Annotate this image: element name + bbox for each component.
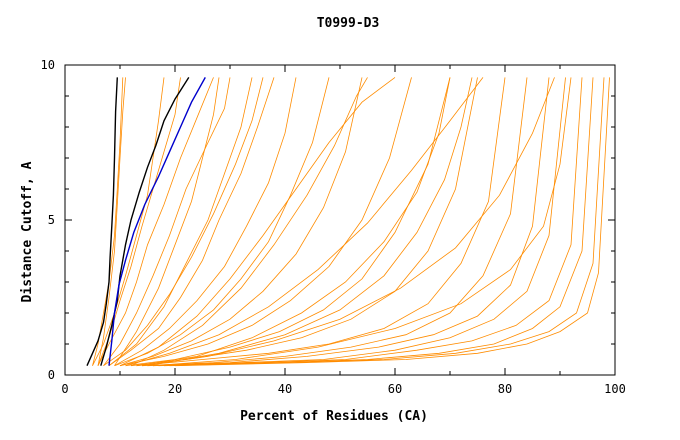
series-line-model-1 <box>92 77 124 366</box>
series-line-model-15 <box>136 77 506 367</box>
series-line-model-25 <box>147 77 473 367</box>
series-line-model-19 <box>158 77 583 367</box>
series-line-model-13 <box>125 77 451 367</box>
series-line-model-24 <box>108 77 253 367</box>
series-line-model-29 <box>119 77 396 367</box>
series-line-model-22 <box>174 77 610 367</box>
series-line-model-9 <box>114 77 297 367</box>
x-tick-label-80: 80 <box>498 382 512 396</box>
chart-title: T0999-D3 <box>317 16 380 31</box>
series-line-model-18 <box>152 77 566 367</box>
series-line-model-23 <box>130 77 368 367</box>
x-tick-label-100: 100 <box>604 382 626 396</box>
series-line-model-6 <box>103 77 231 366</box>
series-line-model-17 <box>147 77 550 367</box>
series-layer <box>86 77 610 367</box>
series-line-model-20 <box>163 77 594 367</box>
series-line-model-5 <box>97 77 214 366</box>
series-line-model-31 <box>136 77 451 367</box>
series-line-model-26 <box>125 77 484 367</box>
series-line-model-4 <box>97 77 181 366</box>
series-line-model-10 <box>114 77 330 367</box>
x-tick-label-60: 60 <box>388 382 402 396</box>
x-tick-label-40: 40 <box>278 382 292 396</box>
x-tick-label-0: 0 <box>61 382 68 396</box>
series-line-model-8 <box>108 77 275 367</box>
series-line-model-12 <box>119 77 412 367</box>
y-axis-label: Distance Cutoff, A <box>20 161 35 302</box>
series-line-highlight-1 <box>86 77 118 366</box>
series-line-model-21 <box>169 77 605 367</box>
series-line-model-16 <box>141 77 528 367</box>
series-line-model-2 <box>97 77 126 366</box>
series-line-model-30 <box>114 77 220 366</box>
x-axis-label: Percent of Residues (CA) <box>240 409 428 424</box>
series-line-model-27 <box>141 77 555 367</box>
y-tick-label-0: 0 <box>48 368 55 382</box>
tick-layer: 0 20 40 60 80 100 0 5 10 <box>41 58 626 396</box>
series-line-highlight-3 <box>108 77 206 366</box>
series-line-model-3 <box>92 77 165 366</box>
series-line-model-28 <box>152 77 572 367</box>
y-tick-label-10: 10 <box>41 58 55 72</box>
series-line-highlight-2 <box>100 77 190 366</box>
series-line-model-11 <box>119 77 363 367</box>
x-tick-label-20: 20 <box>168 382 182 396</box>
series-line-model-7 <box>103 77 264 367</box>
y-tick-label-5: 5 <box>48 213 55 227</box>
